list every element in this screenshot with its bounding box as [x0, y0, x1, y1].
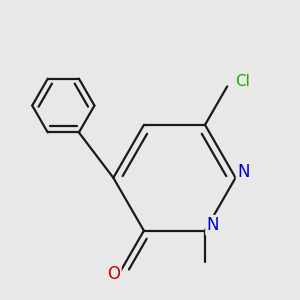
- Text: N: N: [237, 163, 250, 181]
- Text: N: N: [206, 216, 219, 234]
- Text: O: O: [107, 266, 120, 284]
- Text: Cl: Cl: [235, 74, 250, 89]
